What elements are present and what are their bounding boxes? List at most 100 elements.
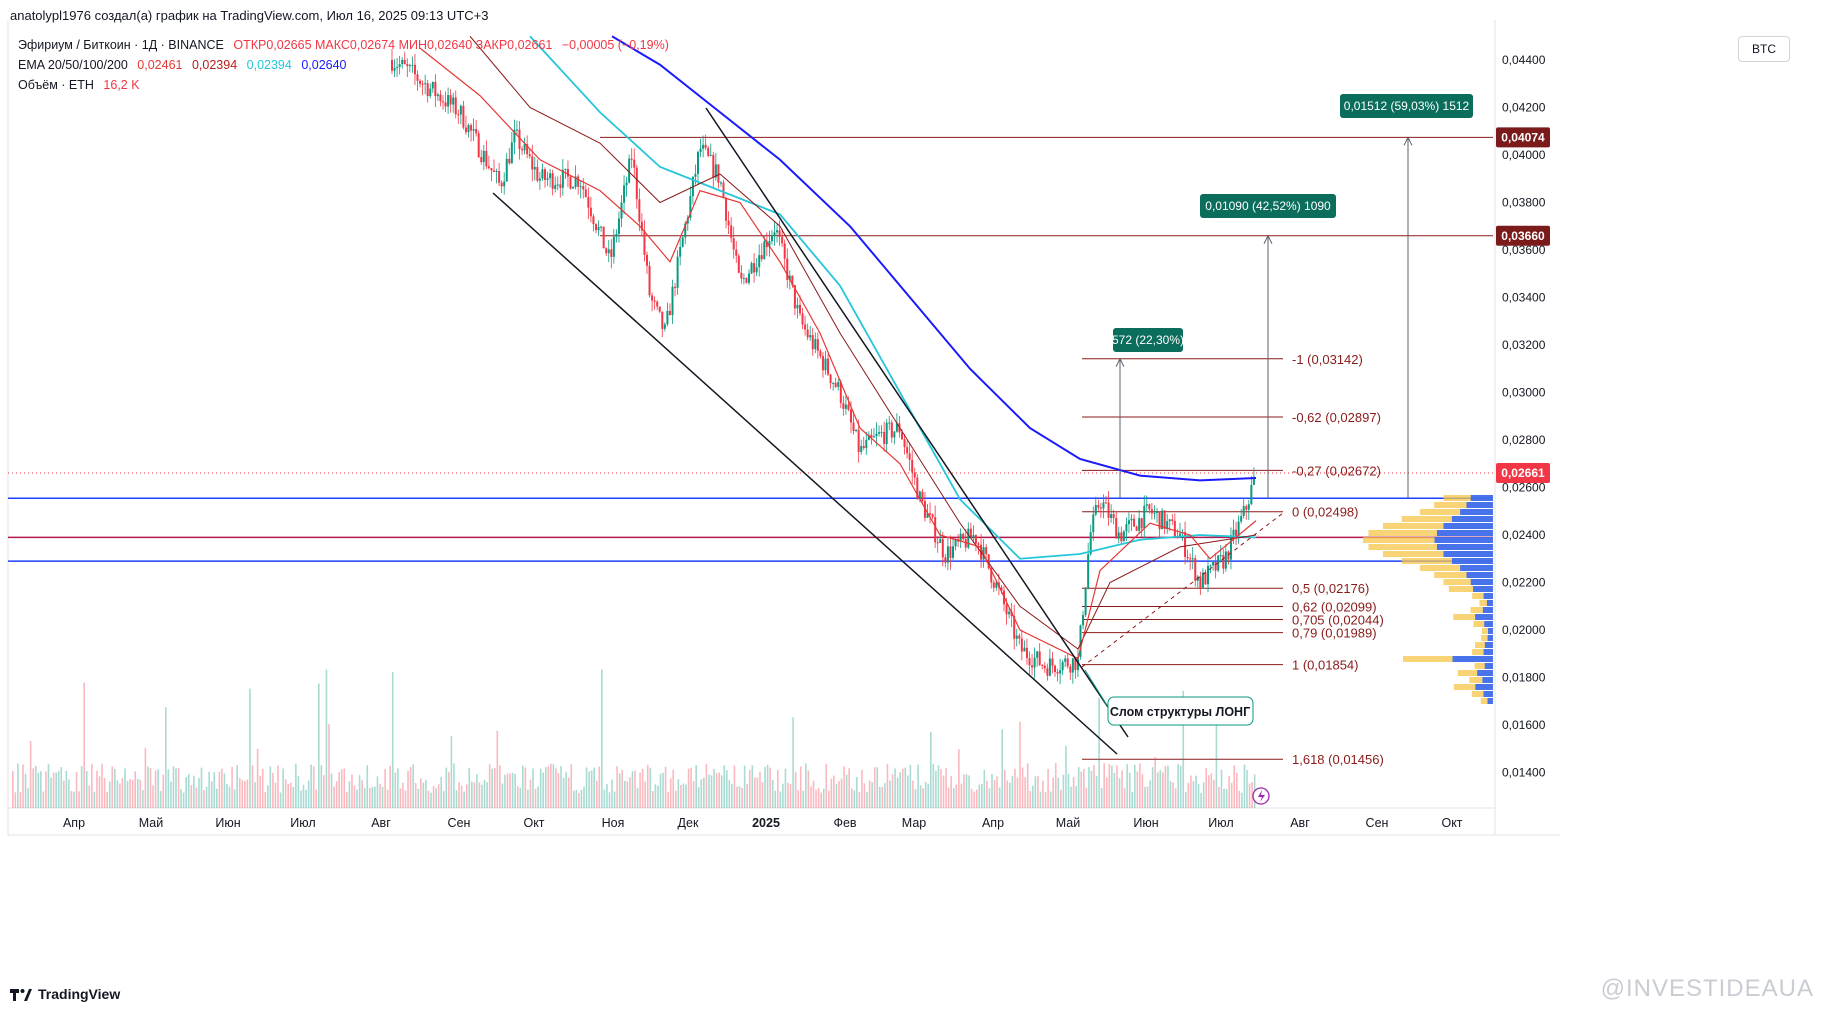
volume-bar — [19, 791, 22, 808]
candle-body — [633, 159, 636, 168]
volume-bar — [544, 767, 547, 808]
currency-badge[interactable]: BTC — [1738, 36, 1790, 62]
candle-body — [1082, 615, 1085, 626]
candle-body — [811, 335, 814, 350]
candle-body — [658, 306, 661, 312]
candle-body — [758, 255, 761, 268]
candle-body — [987, 554, 990, 569]
volume-bar — [774, 790, 777, 808]
volume-bar — [264, 792, 267, 808]
volume-bar — [430, 792, 432, 808]
volume-bar — [848, 768, 850, 808]
candle-body — [541, 169, 544, 179]
candle-body — [1252, 476, 1255, 486]
volume-label[interactable]: Объём · ETH — [18, 78, 94, 92]
candle-body — [1028, 657, 1031, 666]
candle-body — [939, 539, 942, 543]
volume-bar — [499, 765, 501, 808]
symbol-name[interactable]: Эфириум / Биткоин · 1Д · BINANCE — [18, 38, 224, 52]
volume-bar — [91, 763, 93, 808]
volume-bar — [1213, 779, 1215, 808]
volume-bar — [955, 784, 958, 808]
candle-body — [1094, 504, 1097, 515]
candle-body — [510, 142, 513, 164]
ema-label[interactable]: EMA 20/50/100/200 — [18, 58, 128, 72]
time-axis-label: Сен — [1366, 816, 1389, 830]
candle-body — [699, 148, 702, 152]
candle-body — [806, 329, 809, 338]
volume-bars — [12, 669, 1256, 808]
volume-bar — [144, 747, 147, 808]
volume-bar — [1072, 777, 1075, 808]
candle-body — [518, 129, 521, 150]
ema-100-value: 0,02394 — [246, 58, 292, 72]
volume-bar — [73, 791, 75, 808]
ema-200-line — [611, 35, 1257, 482]
price-badge-label: 0,04074 — [1501, 130, 1545, 144]
candle-body — [1201, 572, 1204, 588]
candle-body — [490, 168, 493, 171]
volume-bar — [580, 789, 583, 808]
candle-body — [1209, 565, 1212, 567]
candle-body — [748, 273, 750, 283]
candle-body — [870, 434, 873, 438]
volume-bar — [108, 781, 111, 808]
time-axis-label: Дек — [678, 816, 699, 830]
annotation-box — [1107, 696, 1254, 726]
volume-bar — [868, 780, 871, 808]
volume-bar — [1200, 792, 1202, 808]
volume-bar — [743, 765, 746, 808]
volume-bar — [1095, 776, 1098, 808]
volume-bar — [723, 765, 726, 808]
candle-body — [431, 81, 434, 89]
volume-bar — [998, 787, 1001, 808]
volume-bar — [896, 777, 899, 808]
volume-bar — [682, 783, 685, 808]
candle-body — [730, 225, 733, 239]
candle-body — [776, 230, 779, 233]
candle-body — [727, 220, 730, 226]
candle-body — [554, 185, 557, 189]
volume-bar — [310, 764, 312, 808]
candle-body — [1186, 556, 1189, 559]
volume-bar — [134, 771, 136, 808]
volume-bar — [820, 792, 822, 808]
candle-body — [816, 339, 819, 351]
volume-bar — [616, 766, 618, 808]
volume-bar — [1236, 772, 1238, 808]
candle-body — [602, 226, 605, 249]
candle-body — [1041, 665, 1044, 667]
candle-body — [1214, 562, 1217, 571]
candle-body — [855, 429, 858, 432]
volume-bar — [193, 775, 195, 808]
volume-bar — [710, 775, 713, 808]
price-axis-label: 0,02200 — [1502, 576, 1546, 590]
volume-bar — [1100, 787, 1103, 808]
volume-profile-bar — [1484, 642, 1493, 648]
candle-body — [1054, 665, 1056, 672]
volume-bar — [889, 780, 891, 808]
volume-bar — [578, 792, 580, 808]
volume-bar — [539, 768, 542, 808]
volume-bar — [60, 767, 63, 808]
volume-bar — [835, 784, 838, 808]
price-badge-label: 0,03660 — [1501, 229, 1545, 243]
volume-bar — [779, 791, 782, 808]
volume-bar — [937, 765, 940, 808]
volume-bar — [952, 788, 955, 808]
candle-body — [844, 404, 847, 409]
candle-body — [1105, 502, 1107, 504]
volume-bar — [103, 778, 106, 808]
volume-bar — [922, 788, 924, 808]
volume-bar — [524, 767, 527, 808]
candle-body — [827, 358, 830, 375]
candle-body — [1056, 671, 1059, 674]
candle-body — [393, 67, 396, 71]
volume-profile — [1363, 495, 1493, 704]
tradingview-brand[interactable]: TradingView — [10, 986, 120, 1002]
candle-body — [1250, 485, 1253, 505]
volume-bar — [32, 768, 34, 808]
volume-bar — [899, 772, 901, 808]
volume-bar — [1202, 782, 1205, 808]
